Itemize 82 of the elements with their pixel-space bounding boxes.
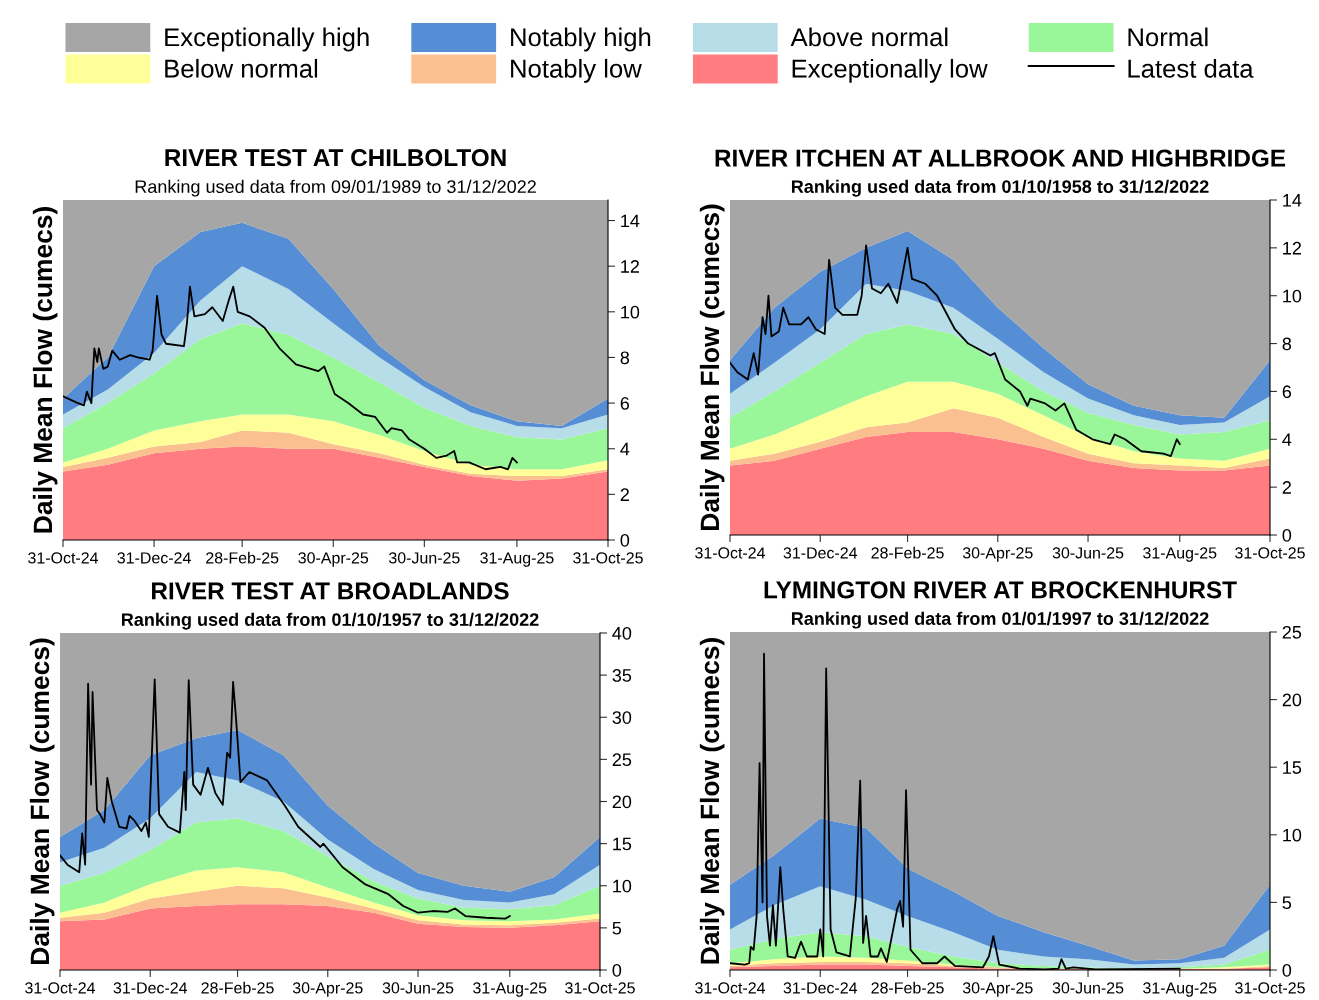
x-tick-label: 30-Jun-25 xyxy=(388,552,460,564)
chart-title: RIVER ITCHEN AT ALLBROOK AND HIGHBRIDGE xyxy=(715,149,1286,167)
x-tick-label: 28-Feb-25 xyxy=(871,981,944,994)
y-tick-label: 35 xyxy=(612,669,632,682)
y-tick-label: 20 xyxy=(1282,693,1302,707)
y-tick-label: 14 xyxy=(1283,194,1302,207)
legend-label: Above normal xyxy=(790,27,948,47)
x-tick-label: 28-Feb-25 xyxy=(201,981,274,994)
y-tick-label: 4 xyxy=(620,442,630,456)
x-tick-label: 31-Oct-24 xyxy=(695,547,766,559)
x-tick-label: 31-Oct-24 xyxy=(25,982,96,994)
y-tick-label: 25 xyxy=(1282,625,1302,639)
y-tick-label: 0 xyxy=(1282,528,1292,542)
x-tick-label: 31-Dec-24 xyxy=(113,982,188,994)
y-tick-label: 15 xyxy=(613,837,632,851)
x-tick-label: 30-Apr-25 xyxy=(962,547,1033,562)
legend-label: Exceptionally low xyxy=(792,58,988,83)
x-tick-label: 31-Oct-25 xyxy=(1235,547,1305,559)
y-tick-label: 15 xyxy=(1283,761,1302,774)
line-series xyxy=(60,678,511,920)
y-axis-title: Daily Mean Flow (cumecs) xyxy=(29,638,55,964)
x-tick-label: 30-Apr-25 xyxy=(962,982,1033,997)
x-tick-label: 31-Dec-24 xyxy=(783,982,858,994)
y-tick-label: 40 xyxy=(612,626,632,640)
y-tick-label: 10 xyxy=(621,305,640,319)
x-tick-label: 31-Dec-24 xyxy=(117,552,191,564)
chart-subtitle: Ranking used data from 09/01/1989 to 31/12/2022 xyxy=(135,179,536,197)
legend-label: Notably low xyxy=(511,58,642,83)
x-tick-label: 28-Feb-25 xyxy=(206,551,279,564)
y-tick-label: 0 xyxy=(620,533,630,547)
line-series xyxy=(63,285,518,471)
y-tick-label: 8 xyxy=(620,351,630,365)
x-tick-label: 31-Aug-25 xyxy=(473,982,547,997)
chart-title: RIVER TEST AT CHILBOLTON xyxy=(165,149,506,167)
legend-label: Notably high xyxy=(511,27,651,52)
x-tick-label: 31-Aug-25 xyxy=(1143,982,1217,997)
y-tick-label: 30 xyxy=(612,711,632,724)
x-tick-label: 31-Oct-25 xyxy=(565,982,635,994)
y-tick-label: 6 xyxy=(1282,385,1292,399)
x-tick-label: 31-Oct-25 xyxy=(1235,982,1305,994)
line-series xyxy=(730,244,1181,457)
y-tick-label: 20 xyxy=(612,795,632,809)
y-tick-label: 0 xyxy=(612,963,622,977)
legend-label: Normal xyxy=(1128,27,1208,47)
y-axis-title: Daily Mean Flow (cumecs) xyxy=(699,638,725,964)
x-tick-label: 30-Jun-25 xyxy=(1052,547,1124,559)
chart-title: RIVER TEST AT BROADLANDS xyxy=(152,582,509,600)
x-tick-label: 30-Jun-25 xyxy=(382,982,454,994)
legend-label: Exceptionally high xyxy=(165,27,369,52)
y-axis-title: Daily Mean Flow (cumecs) xyxy=(699,204,725,530)
x-tick-label: 31-Oct-25 xyxy=(573,552,643,564)
y-tick-label: 5 xyxy=(612,922,622,935)
y-tick-label: 5 xyxy=(1282,896,1292,910)
y-tick-label: 12 xyxy=(621,260,639,273)
y-tick-label: 6 xyxy=(620,397,630,410)
x-tick-label: 30-Jun-25 xyxy=(1052,982,1124,994)
y-axis-title: Daily Mean Flow (cumecs) xyxy=(32,207,58,533)
y-tick-label: 25 xyxy=(612,753,632,767)
y-tick-label: 0 xyxy=(1282,963,1292,977)
y-tick-label: 8 xyxy=(1282,337,1292,351)
x-tick-label: 31-Aug-25 xyxy=(1143,547,1217,562)
chart-subtitle: Ranking used data from 01/01/1997 to 31/12/2022 xyxy=(791,611,1209,629)
x-tick-label: 28-Feb-25 xyxy=(871,546,944,559)
x-tick-label: 31-Aug-25 xyxy=(480,552,554,567)
chart-subtitle: Ranking used data from 01/10/1958 to 31/12/2022 xyxy=(791,179,1209,197)
legend-label: Latest data xyxy=(1128,58,1254,78)
y-tick-label: 2 xyxy=(620,488,629,501)
y-tick-label: 10 xyxy=(613,879,632,893)
x-tick-label: 31-Oct-24 xyxy=(695,982,766,994)
chart-title: LYMINGTON RIVER AT BROCKENHURST xyxy=(764,581,1237,599)
legend-label: Below normal xyxy=(165,58,318,78)
x-tick-label: 31-Dec-24 xyxy=(783,547,858,559)
x-tick-label: 30-Apr-25 xyxy=(292,982,363,997)
y-tick-label: 4 xyxy=(1282,433,1292,446)
x-tick-label: 30-Apr-25 xyxy=(298,552,369,567)
x-tick-label: 31-Oct-24 xyxy=(28,552,99,564)
y-tick-label: 2 xyxy=(1282,481,1291,494)
y-tick-label: 12 xyxy=(1283,241,1301,255)
y-tick-label: 14 xyxy=(621,214,640,228)
chart-subtitle: Ranking used data from 01/10/1957 to 31/12/2022 xyxy=(121,612,539,630)
y-tick-label: 10 xyxy=(1283,828,1302,842)
y-tick-label: 10 xyxy=(1283,289,1302,303)
